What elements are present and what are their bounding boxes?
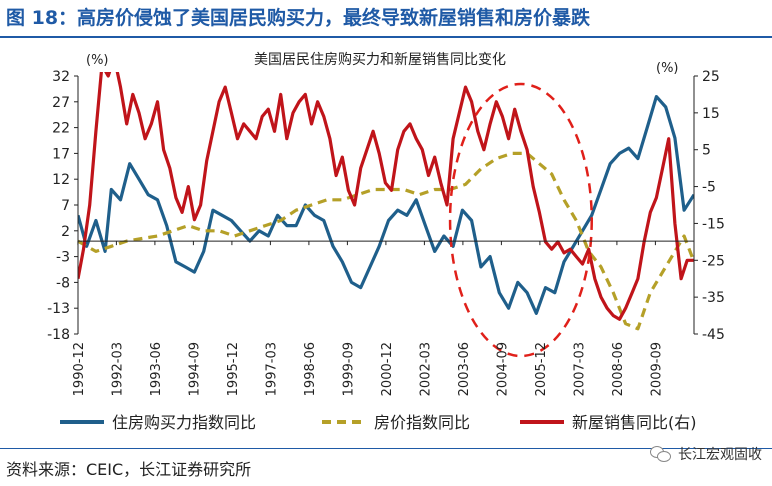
series-line-1 [78, 94, 694, 315]
left-tick-label: 32 [52, 69, 70, 85]
x-tick-label: 2004-09 [495, 342, 510, 396]
right-tick-label: 15 [702, 106, 720, 122]
left-tick-label: -13 [47, 301, 70, 317]
chart-axes: 32 27 22 17 12 7 2 -3 -8 -13 -18 25 15 5 -5 -15 -25 -35 -4… [47, 69, 725, 396]
right-tick-label: -5 [702, 180, 716, 196]
x-tick-label: 2008-06 [611, 342, 626, 396]
left-tick-label: 17 [52, 146, 70, 162]
right-axis-unit: (%) [656, 61, 679, 76]
legend-label-1: 住房购买力指数同比 [112, 413, 256, 432]
legend-label-2: 房价指数同比 [374, 413, 470, 432]
left-tick-label: 7 [61, 198, 70, 214]
x-tick-label: 2005-12 [534, 342, 549, 396]
left-tick-label: 27 [52, 95, 70, 111]
legend-label-3: 新屋销售同比(右) [572, 413, 697, 432]
right-tick-label: -35 [702, 290, 725, 306]
chart-legend: 住房购买力指数同比 房价指数同比 新屋销售同比(右) [60, 413, 697, 432]
left-tick-label: 22 [52, 121, 70, 137]
x-tick-label: 1990-12 [72, 342, 87, 396]
x-tick-label: 1997-03 [264, 342, 279, 396]
x-tick-label: 2009-09 [649, 342, 664, 396]
title-rule [0, 36, 772, 38]
x-tick-label: 1995-12 [226, 342, 241, 396]
right-tick-label: -15 [702, 216, 725, 232]
right-tick-label: 25 [702, 69, 720, 85]
figure-title: 图 18：高房价侵蚀了美国居民购买力，最终导致新屋销售和房价暴跌 [6, 7, 591, 29]
wechat-icon [650, 446, 672, 462]
series-line-2 [78, 151, 694, 331]
left-tick-label: 2 [61, 224, 70, 240]
chart-title: 美国居民住房购买力和新屋销售同比变化 [254, 52, 506, 68]
annotation-ellipse [448, 82, 593, 358]
left-axis-unit: (%) [86, 53, 109, 68]
x-tick-label: 1993-06 [149, 342, 164, 396]
x-tick-label: 1992-03 [110, 342, 125, 396]
brand-mark: 长江宏观固收 [650, 444, 762, 464]
chart-annotation [448, 82, 593, 358]
right-tick-label: -45 [702, 327, 725, 343]
left-tick-label: -3 [56, 250, 70, 266]
x-tick-label: 1998-06 [303, 342, 318, 396]
series-line-3 [78, 72, 694, 321]
right-tick-label: 5 [702, 143, 711, 159]
left-tick-label: -18 [47, 327, 70, 343]
x-tick-label: 1999-09 [341, 342, 356, 396]
x-tick-label: 2000-12 [380, 342, 395, 396]
right-tick-label: -25 [702, 253, 725, 269]
brand-name: 长江宏观固收 [678, 447, 762, 463]
left-tick-label: -8 [56, 275, 70, 291]
x-tick-label: 2002-03 [418, 342, 433, 396]
x-tick-label: 2007-03 [572, 342, 587, 396]
x-tick-label: 1994-09 [187, 342, 202, 396]
chart-series [78, 72, 694, 331]
left-tick-label: 12 [52, 172, 70, 188]
footer-rule [0, 448, 772, 449]
x-tick-label: 2003-06 [457, 342, 472, 396]
source-note: 资料来源：CEIC，长江证券研究所 [6, 460, 252, 479]
